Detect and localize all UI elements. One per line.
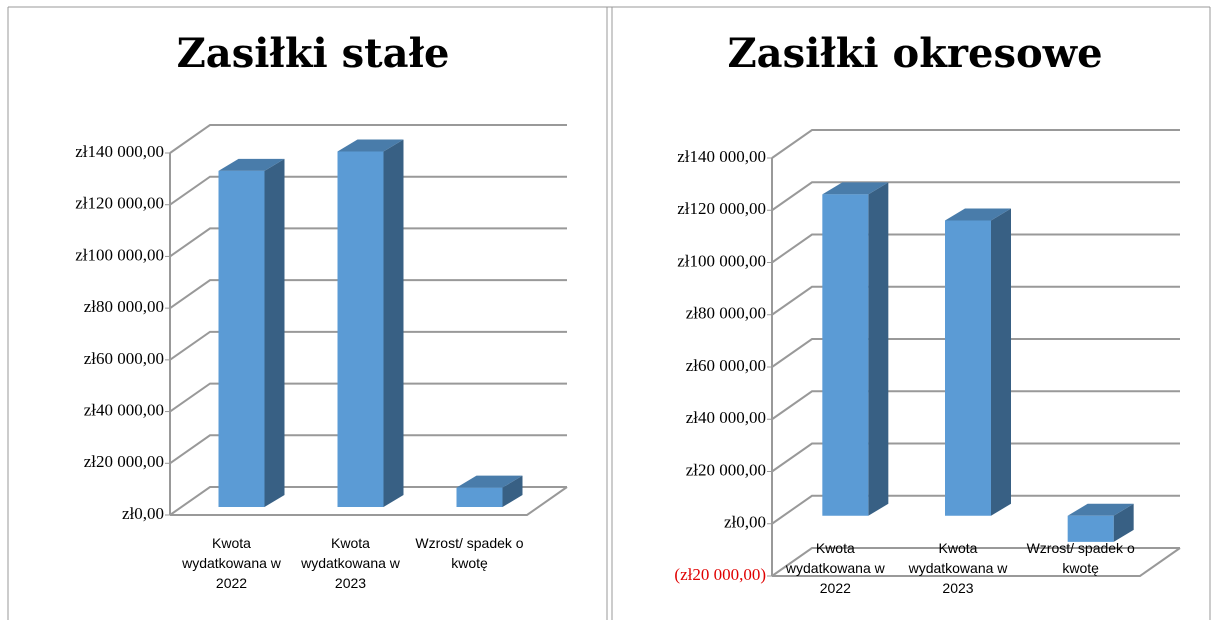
y-tick-label: zł80 000,00: [686, 304, 766, 323]
y-tick-label: (zł20 000,00): [674, 565, 766, 584]
grid-line: [169, 175, 567, 206]
y-tick-label: zł120 000,00: [677, 199, 766, 218]
y-tick-label: zł100 000,00: [677, 251, 766, 270]
bar-front: [822, 194, 869, 516]
bar-front: [1067, 515, 1114, 542]
grid-line: [771, 547, 1180, 577]
y-tick-label: zł140 000,00: [75, 142, 164, 161]
grid-line: [169, 434, 567, 465]
grid-line: [169, 279, 567, 309]
y-tick-label: zł120 000,00: [75, 194, 164, 213]
bar-top: [337, 139, 404, 152]
grid-line: [169, 382, 567, 413]
x-tick-label: Wzrost/ spadek o kwotę: [415, 535, 524, 571]
y-tick-label: zł60 000,00: [686, 356, 766, 375]
grid-line: [169, 124, 567, 154]
bar: [1067, 503, 1134, 542]
bar-side: [1113, 503, 1134, 542]
y-tick-label: zł20 000,00: [686, 460, 766, 479]
bar-side: [383, 139, 404, 507]
y-tick-label: zł20 000,00: [84, 452, 164, 471]
bar-front: [218, 170, 265, 507]
grid-line: [771, 442, 1180, 473]
bar: [456, 475, 523, 507]
bar: [945, 208, 1011, 516]
bar-front: [456, 487, 503, 507]
bar-side: [264, 158, 285, 507]
x-tick-label: Kwota wydatkowana w 2023: [908, 540, 1008, 596]
y-tick-label: zł40 000,00: [84, 400, 164, 419]
bar: [337, 139, 404, 507]
bar-side: [868, 182, 889, 516]
bar-top: [456, 475, 523, 488]
grid-line: [771, 338, 1180, 368]
grid-line: [169, 486, 567, 516]
y-tick-label: zł100 000,00: [75, 245, 164, 264]
bar-front: [337, 151, 384, 507]
bar: [218, 158, 285, 507]
bar-front: [945, 220, 991, 516]
grid-line: [771, 129, 1180, 159]
bar-top: [218, 158, 285, 171]
x-tick-label: Wzrost/ spadek o kwotę: [1026, 540, 1135, 576]
chart-title: Zasiłki okresowe: [727, 30, 1103, 77]
grid-line: [771, 494, 1180, 525]
y-tick-label: zł0,00: [724, 513, 766, 532]
y-tick-label: zł60 000,00: [84, 349, 164, 368]
bar: [822, 182, 889, 516]
bar-side: [991, 208, 1011, 516]
floor-edge: [170, 486, 568, 516]
bar-top: [945, 208, 1011, 221]
bar-top: [822, 182, 889, 195]
x-tick-label: Kwota wydatkowana w 2022: [182, 535, 281, 591]
y-tick-label: zł80 000,00: [84, 297, 164, 316]
grid-line: [169, 330, 567, 361]
y-tick-label: zł0,00: [122, 504, 164, 523]
grid-line: [771, 181, 1180, 212]
x-tick-label: Kwota wydatkowana w 2023: [301, 535, 400, 591]
floor-edge: [772, 547, 1181, 577]
bar-side: [502, 475, 523, 507]
bar-top: [1067, 503, 1134, 516]
grid-line: [771, 285, 1180, 316]
chart-title: Zasiłki stałe: [176, 30, 450, 77]
grid-line: [169, 227, 567, 258]
x-tick-label: Kwota wydatkowana w 2022: [785, 540, 885, 596]
y-tick-label: zł140 000,00: [677, 147, 766, 166]
grid-line: [771, 390, 1180, 421]
y-tick-label: zł40 000,00: [686, 408, 766, 427]
grid-line: [771, 233, 1180, 264]
